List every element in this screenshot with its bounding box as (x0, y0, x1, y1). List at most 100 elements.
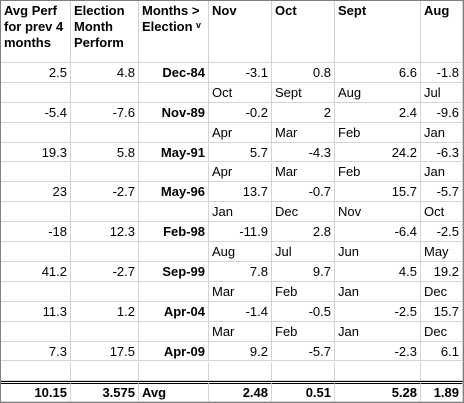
value-cell: 17.5 (71, 341, 139, 362)
month-cell: Sept (272, 82, 335, 103)
header-cell: Avg Perf for prev 4 months (1, 1, 71, 63)
month-cell: Apr (209, 122, 272, 143)
value-cell: 7.8 (209, 262, 272, 282)
value-cell: 41.2 (1, 262, 71, 282)
header-cell: Aug (421, 1, 463, 63)
month-cell: Feb (272, 321, 335, 342)
value-cell: 2 (272, 102, 335, 123)
header-cell: Oct (272, 1, 335, 63)
empty-cell (209, 361, 272, 382)
month-cell: Mar (272, 162, 335, 183)
value-cell: -2.7 (71, 262, 139, 282)
date-cell: Apr-09 (139, 341, 209, 362)
empty-cell (71, 202, 139, 223)
empty-cell (139, 281, 209, 302)
value-cell: 13.7 (209, 182, 272, 203)
value-cell: 6.1 (421, 341, 463, 362)
footer-cell: Avg (139, 381, 209, 402)
empty-cell (71, 361, 139, 382)
month-cell: Jan (335, 281, 421, 302)
month-cell: Apr (209, 162, 272, 183)
value-cell: 4.8 (71, 63, 139, 83)
value-cell: -1.8 (421, 63, 463, 83)
month-cell: Dec (421, 281, 463, 302)
value-cell: 4.5 (335, 262, 421, 282)
value-cell: 24.2 (335, 142, 421, 163)
value-cell: 6.6 (335, 63, 421, 83)
value-cell: -2.5 (335, 301, 421, 322)
month-cell: Aug (335, 82, 421, 103)
empty-cell (1, 162, 71, 183)
empty-cell (139, 242, 209, 262)
value-cell: 19.2 (421, 262, 463, 282)
month-cell: Nov (335, 202, 421, 223)
value-cell: 12.3 (71, 222, 139, 243)
date-cell: Feb-98 (139, 222, 209, 243)
empty-cell (1, 281, 71, 302)
value-cell: 5.7 (209, 142, 272, 163)
empty-cell (71, 321, 139, 342)
value-cell: 2.5 (1, 63, 71, 83)
empty-cell (335, 361, 421, 382)
month-cell: Jan (421, 162, 463, 183)
value-cell: -3.1 (209, 63, 272, 83)
value-cell: 9.2 (209, 341, 272, 362)
value-cell: 7.3 (1, 341, 71, 362)
value-cell: 15.7 (335, 182, 421, 203)
value-cell: -1.4 (209, 301, 272, 322)
value-cell: -11.9 (209, 222, 272, 243)
month-cell: Dec (421, 321, 463, 342)
month-cell: Feb (335, 122, 421, 143)
empty-cell (71, 122, 139, 143)
value-cell: 5.8 (71, 142, 139, 163)
month-cell: Mar (272, 122, 335, 143)
empty-cell (139, 321, 209, 342)
value-cell: -0.5 (272, 301, 335, 322)
value-cell: -6.4 (335, 222, 421, 243)
empty-cell (139, 122, 209, 143)
footer-cell: 1.89 (421, 381, 463, 402)
value-cell: -0.7 (272, 182, 335, 203)
month-cell: Aug (209, 242, 272, 262)
value-cell: -6.3 (421, 142, 463, 163)
date-cell: May-91 (139, 142, 209, 163)
empty-cell (139, 361, 209, 382)
month-cell: Jun (335, 242, 421, 262)
empty-cell (421, 361, 463, 382)
empty-cell (71, 281, 139, 302)
header-cell: Nov (209, 1, 272, 63)
value-cell: -9.6 (421, 102, 463, 123)
date-cell: Nov-89 (139, 102, 209, 123)
value-cell: 2.4 (335, 102, 421, 123)
value-cell: -5.4 (1, 102, 71, 123)
value-cell: -2.7 (71, 182, 139, 203)
month-cell: Feb (272, 281, 335, 302)
value-cell: 23 (1, 182, 71, 203)
header-cell: Months > Election ᵛ (139, 1, 209, 63)
footer-cell: 3.575 (71, 381, 139, 402)
value-cell: 9.7 (272, 262, 335, 282)
value-cell: -5.7 (421, 182, 463, 203)
date-cell: May-96 (139, 182, 209, 203)
empty-cell (71, 162, 139, 183)
empty-cell (71, 242, 139, 262)
month-cell: Jan (335, 321, 421, 342)
month-cell: Jul (272, 242, 335, 262)
value-cell: 1.2 (71, 301, 139, 322)
header-cell: Sept (335, 1, 421, 63)
empty-cell (272, 361, 335, 382)
value-cell: -5.7 (272, 341, 335, 362)
empty-cell (139, 82, 209, 103)
month-cell: May (421, 242, 463, 262)
empty-cell (1, 361, 71, 382)
month-cell: Mar (209, 321, 272, 342)
value-cell: -2.3 (335, 341, 421, 362)
empty-cell (1, 321, 71, 342)
empty-cell (139, 162, 209, 183)
date-cell: Apr-04 (139, 301, 209, 322)
month-cell: Dec (272, 202, 335, 223)
value-cell: -7.6 (71, 102, 139, 123)
month-cell: Jul (421, 82, 463, 103)
value-cell: -18 (1, 222, 71, 243)
